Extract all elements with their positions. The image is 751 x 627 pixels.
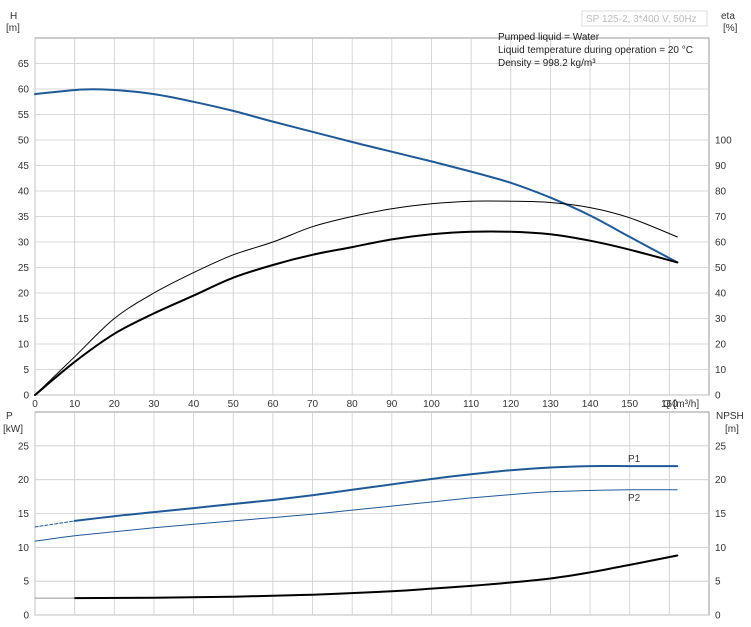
- top-left-tick-label: 30: [18, 238, 30, 249]
- top-right-tick-label: 50: [715, 263, 727, 274]
- pump-title-box: [581, 10, 708, 27]
- top-left-tick-label: 45: [18, 161, 30, 172]
- x-tick-label: 100: [423, 399, 440, 410]
- x-tick-label: 0: [32, 399, 38, 410]
- top-left-tick-label: 5: [23, 365, 29, 376]
- top-series-line-0: [34, 88, 679, 264]
- top-left-axis-label: H: [10, 11, 17, 22]
- bottom-right-tick-label: 25: [715, 441, 727, 452]
- x-tick-label: 60: [267, 399, 279, 410]
- x-tick-label: 10: [69, 399, 81, 410]
- top-left-tick-label: 40: [18, 187, 30, 198]
- top-chart-series: [34, 88, 679, 396]
- top-series-line-1: [34, 200, 678, 396]
- bottom-right-axis-label: NPSH: [716, 411, 744, 422]
- x-tick-label: 130: [542, 399, 559, 410]
- x-tick-label: 80: [347, 399, 359, 410]
- x-tick-label: 140: [582, 399, 599, 410]
- info-density: Density = 998.2 kg/m³: [498, 58, 596, 69]
- top-left-tick-label: 20: [18, 289, 30, 300]
- top-right-tick-label: 30: [715, 314, 727, 325]
- x-tick-label: 150: [621, 399, 638, 410]
- x-tick-label: 90: [386, 399, 398, 410]
- top-right-tick-label: 20: [715, 340, 727, 351]
- bottom-right-tick-label: 0: [715, 611, 721, 622]
- top-left-tick-label: 10: [18, 340, 30, 351]
- bottom-left-tick-label: 5: [23, 577, 29, 588]
- top-right-tick-label: 100: [715, 136, 732, 147]
- bottom-right-tick-label: 15: [715, 509, 727, 520]
- bottom-right-tick-label: 20: [715, 475, 727, 486]
- top-right-axis-unit: [%]: [723, 23, 738, 34]
- top-chart-grid: [34, 37, 710, 396]
- top-series-line-2: [34, 230, 679, 396]
- top-right-tick-label: 90: [715, 161, 727, 172]
- top-left-tick-label: 60: [18, 85, 30, 96]
- x-tick-label: 40: [188, 399, 200, 410]
- bottom-chart-series: [34, 465, 679, 600]
- x-tick-label: 110: [463, 399, 479, 410]
- bottom-left-tick-label: 10: [18, 543, 30, 554]
- top-right-tick-label: 40: [715, 289, 727, 300]
- x-tick-label: 160: [661, 399, 678, 410]
- top-right-tick-label: 0: [715, 391, 721, 402]
- bottom-series-line-0: [73, 465, 679, 522]
- series-label-p2: P2: [628, 493, 641, 504]
- pump-title: SP 125-2, 3*400 V, 50Hz: [586, 14, 697, 25]
- bottom-series-line-3: [73, 554, 679, 600]
- x-axis-label: Q [m³/h]: [663, 399, 699, 410]
- bottom-left-axis-label: P: [6, 411, 13, 422]
- top-right-tick-label: 60: [715, 238, 727, 249]
- bottom-chart-axes: 0 5 10 15 20 25 0 5 10 15 20 25: [18, 441, 727, 621]
- top-left-tick-label: 15: [18, 314, 30, 325]
- bottom-left-tick-label: 15: [18, 509, 30, 520]
- bottom-chart-grid: [34, 411, 710, 616]
- x-tick-label: 20: [109, 399, 121, 410]
- bottom-left-axis-unit: [kW]: [3, 424, 23, 435]
- x-tick-label: 120: [502, 399, 519, 410]
- info-pumped-liquid: Pumped liquid = Water: [498, 32, 600, 43]
- top-left-tick-label: 50: [18, 136, 30, 147]
- top-right-axis-label: eta: [721, 11, 735, 22]
- top-left-axis-unit: [m]: [6, 23, 20, 34]
- top-left-tick-label: 25: [18, 263, 30, 274]
- x-tick-label: 30: [148, 399, 160, 410]
- top-right-tick-label: 10: [715, 365, 727, 376]
- top-left-tick-label: 55: [18, 110, 30, 121]
- bottom-series-line-1: [34, 520, 76, 528]
- top-left-tick-label: 35: [18, 212, 30, 223]
- top-left-tick-label: 65: [18, 59, 30, 70]
- series-label-p1: P1: [628, 454, 641, 465]
- top-left-tick-label: 0: [23, 391, 29, 402]
- bottom-right-tick-label: 10: [715, 543, 727, 554]
- bottom-left-tick-label: 20: [18, 475, 30, 486]
- x-tick-label: 70: [307, 399, 319, 410]
- bottom-left-tick-label: 25: [18, 441, 30, 452]
- bottom-series-line-2: [34, 489, 678, 542]
- x-tick-label: 50: [228, 399, 240, 410]
- info-liquid-temperature: Liquid temperature during operation = 20…: [498, 45, 693, 56]
- bottom-right-tick-label: 5: [715, 577, 721, 588]
- bottom-right-axis-unit: [m]: [725, 424, 739, 435]
- top-right-tick-label: 80: [715, 187, 727, 198]
- top-chart-axes: 0 10 20 30 40 50 60 70 80 90 100 110 120 130 140 150 160…: [18, 59, 732, 410]
- bottom-left-tick-label: 0: [23, 611, 29, 622]
- top-right-tick-label: 70: [715, 212, 727, 223]
